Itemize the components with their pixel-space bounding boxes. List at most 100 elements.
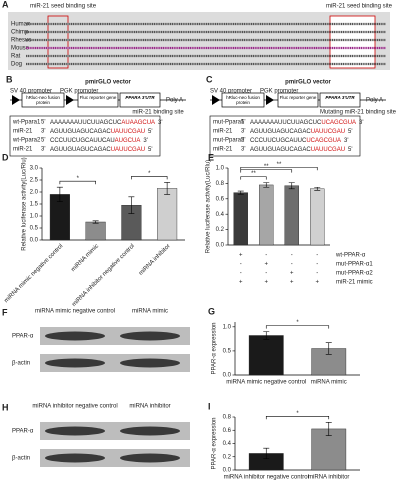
condition-label: mut-PPAR-α2: [336, 271, 373, 277]
binding-site: UAUUCGAU: [111, 147, 145, 153]
band: [45, 426, 105, 436]
sequence-part: CCCUUCUGCAUUC: [250, 138, 307, 144]
y-tick-label: 2.5: [30, 178, 39, 184]
row-end: 3': [241, 147, 245, 153]
panel-label: E: [208, 152, 214, 162]
condition-label: wt-PPAR-α: [335, 253, 366, 259]
sequence-part: AGUUGUAGUCAGAC: [250, 129, 311, 135]
sequence: AGUUGUAGUCAGACUAUUCGAU 5': [250, 147, 353, 153]
x-tick-label: miRNA mimic: [311, 380, 347, 386]
sequence-part: AAAAAAAUUCUUAGCUC: [250, 120, 322, 126]
significance-bracket: [131, 176, 168, 180]
sequence: AGUUGUAGUCAGACUAUUCGAU 5': [50, 129, 153, 135]
row-label: PPAR-α: [12, 429, 34, 435]
condition-mark: -: [291, 253, 293, 259]
vector-element-text: PPARA 3'UTR: [325, 95, 354, 100]
promoter-label: SV 40 promoter: [10, 89, 52, 95]
lane-label: miRNA mimic negative control: [35, 309, 115, 315]
band: [120, 453, 180, 463]
species-label: Rat: [11, 54, 21, 60]
condition-mark: +: [290, 280, 294, 286]
binding-site: UAUUCGAU: [311, 129, 345, 135]
seed-highlight: [47, 15, 69, 69]
significance-label: *: [77, 176, 80, 182]
blot-strip: [40, 449, 190, 467]
band: [120, 331, 180, 341]
promoter: [212, 95, 220, 105]
vector-element-text: PPARA 3'UTR: [125, 95, 154, 100]
vector-element-text: hRluc-neo fusion protein: [226, 95, 260, 105]
sequence: AAAAAAAUUCUUAGCUCAUAAGCUA 3': [50, 120, 163, 126]
vector-element: [21, 92, 65, 108]
y-tick-label: 0.8: [216, 181, 225, 187]
row-name: wt-Ppara1: [12, 120, 41, 126]
significance-label: **: [251, 171, 256, 177]
lane-label: miRNA mimic: [132, 309, 168, 315]
band: [120, 358, 180, 368]
significance-bracket: [240, 166, 318, 171]
bar: [284, 185, 299, 246]
row-end: 5': [241, 138, 245, 144]
vector-element: [319, 92, 361, 108]
binding-site: UAUUCGAU: [311, 147, 345, 153]
condition-mark: -: [316, 262, 318, 268]
condition-label: mut-PPAR-α1: [336, 262, 373, 268]
row-name: miR-21: [13, 129, 33, 135]
sequence-box: [209, 115, 361, 157]
band: [120, 426, 180, 436]
condition-mark: -: [240, 262, 242, 268]
sequence-part: AGUUGUAGUCAGAC: [50, 129, 111, 135]
binding-site: UAUUCGAU: [111, 129, 145, 135]
condition-mark: +: [264, 280, 268, 286]
promoter-label: PGK promoter: [260, 89, 298, 95]
vector-element-label: hRluc-neo fusion protein: [26, 95, 60, 105]
x-tick-label: miRNA inhibitor: [308, 475, 349, 481]
sequence: AAAAAAAUUCUUAGCUCUCAGCGUA 3': [250, 120, 364, 126]
panel-label: I: [208, 401, 211, 411]
row-end: 5': [241, 120, 245, 126]
vector-element: [119, 92, 161, 108]
significance-label: *: [296, 320, 299, 326]
blot-strip: [40, 422, 190, 440]
significance-bracket: [240, 169, 293, 173]
row-end: 3': [41, 147, 45, 153]
vector-element-text: Fluc reporter gene: [280, 95, 317, 100]
panel-label: H: [2, 402, 9, 412]
significance-bracket: [265, 325, 330, 329]
row-name: miR-21: [213, 129, 233, 135]
significance-bracket: [59, 180, 96, 185]
blot-strip: [40, 327, 190, 345]
y-tick-label: 1.0: [30, 214, 39, 220]
error-bar: [263, 447, 270, 460]
sequence: CCCUUCUGCAUUCUCAGCGUA 3': [250, 138, 349, 144]
error-bar: [325, 342, 332, 355]
sequence: AGUUGUAGUCAGACUAUUCGAU 5': [50, 147, 153, 153]
y-tick-label: 1.5: [30, 202, 39, 208]
error-bar: [92, 220, 99, 224]
significance-label: **: [277, 162, 282, 168]
row-end: 3': [143, 138, 147, 144]
binding-site: UCAGCGUA: [321, 120, 356, 126]
row-end: 5': [348, 129, 352, 135]
row-end: 5': [41, 138, 45, 144]
error-bar: [263, 331, 270, 340]
condition-mark: -: [316, 253, 318, 259]
y-tick-label: 3.0: [30, 166, 39, 172]
promoter-label: SV 40 promoter: [210, 89, 252, 95]
species-label: Rhesus: [11, 38, 31, 44]
row-end: 3': [359, 120, 363, 126]
site-label: miR-21 seed binding site: [326, 4, 393, 10]
bar: [310, 188, 325, 246]
promoter: [266, 95, 274, 105]
y-tick-label: 0.4: [223, 441, 232, 447]
row-end: 5': [148, 147, 152, 153]
y-tick-label: 0.2: [223, 454, 232, 460]
panel-label: A: [2, 0, 9, 9]
x-tick-label: miRNA mimic: [70, 243, 100, 273]
sequence-box: [9, 115, 161, 157]
y-tick-label: 0.0: [216, 243, 225, 249]
y-tick-label: 0.0: [223, 468, 232, 474]
x-tick-label: miRNA mimic negative control: [226, 380, 306, 386]
y-tick-label: 0.0: [30, 238, 39, 244]
vector-title: pmirGLO vector: [285, 80, 331, 86]
